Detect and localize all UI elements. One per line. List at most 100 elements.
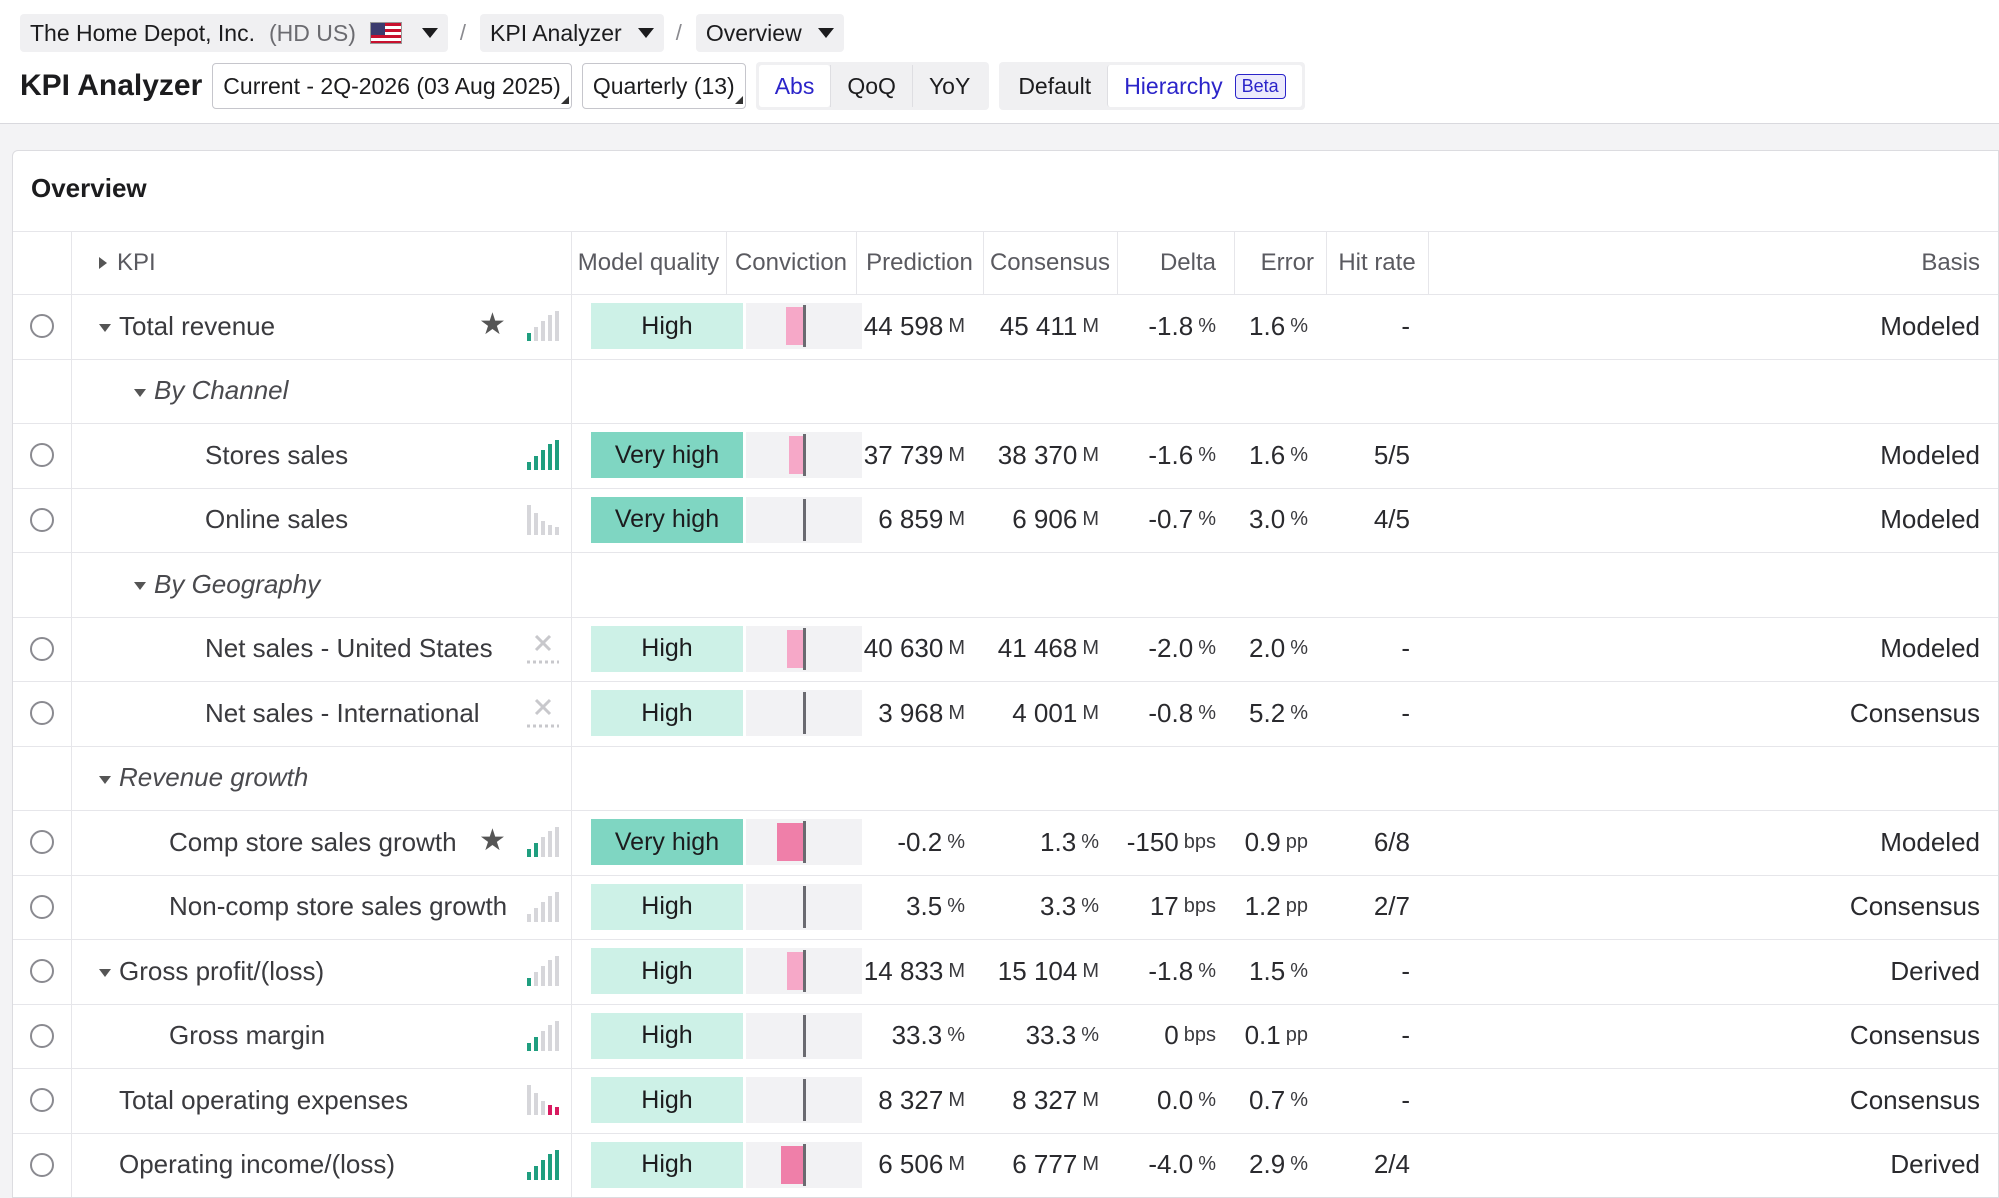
header-model-quality[interactable]: Model quality <box>577 248 720 276</box>
chevron-down-icon[interactable] <box>817 28 834 38</box>
prediction-cell-value: 6 859 <box>878 504 944 534</box>
delta-cell-unit: % <box>1198 637 1216 659</box>
header-prediction[interactable]: Prediction <box>866 248 973 276</box>
row-select-radio[interactable] <box>30 1152 54 1177</box>
delta-cell: -1.8% <box>1117 939 1216 1003</box>
row-select-radio[interactable] <box>30 1088 54 1113</box>
mode-abs-button[interactable]: Abs <box>758 65 831 107</box>
kpi-name[interactable]: Gross profit/(loss) <box>119 955 325 986</box>
signal-strength-icon <box>527 1085 563 1116</box>
hit-rate-cell: - <box>1326 1004 1410 1068</box>
row-divider <box>13 745 1998 747</box>
kpi-name[interactable]: Comp store sales growth <box>169 826 457 857</box>
kpi-name[interactable]: Total revenue <box>119 310 276 341</box>
view-toggle: Default Hierarchy Beta <box>999 62 1305 110</box>
error-cell-value: 1.6 <box>1249 439 1286 470</box>
hit-rate-cell: - <box>1326 617 1410 681</box>
kpi-name[interactable]: Operating income/(loss) <box>119 1149 395 1179</box>
consensus-cell: 8 327 M <box>983 1068 1099 1132</box>
delta-cell: 0.0% <box>1117 1068 1216 1132</box>
consensus-cell-unit: % <box>1081 1024 1099 1046</box>
frequency-select[interactable]: Quarterly (13) <box>581 63 746 109</box>
page-title: KPI Analyzer <box>20 69 203 102</box>
delta-cell-value: 0 <box>1164 1020 1179 1050</box>
prediction-cell: 44 598 M <box>856 294 965 358</box>
row-select-radio[interactable] <box>30 1023 54 1048</box>
delta-cell-unit: bps <box>1183 895 1216 917</box>
row-select-radio[interactable] <box>30 959 54 984</box>
row-divider <box>13 1068 1998 1069</box>
collapse-row-icon[interactable] <box>99 969 111 978</box>
model-quality-badge: High <box>591 1012 743 1059</box>
top-bar: The Home Depot, Inc. (HD US) / KPI Analy… <box>0 0 1999 124</box>
consensus-cell: 38 370 M <box>983 423 1099 487</box>
header-consensus[interactable]: Consensus <box>989 248 1111 276</box>
consensus-cell: 3.3% <box>983 875 1099 939</box>
row-divider <box>13 423 1998 424</box>
model-quality-badge: High <box>591 1141 743 1188</box>
column-divider <box>1326 231 1327 294</box>
conviction-gauge <box>746 432 862 479</box>
column-divider <box>1428 231 1429 294</box>
row-select-radio[interactable] <box>30 830 54 855</box>
conviction-gauge <box>746 496 862 543</box>
hit-rate-cell-value: - <box>1401 1084 1410 1115</box>
basis-cell-value: Derived <box>1890 955 1980 986</box>
star-icon[interactable]: ★ <box>479 824 506 858</box>
hit-rate-cell-value: - <box>1401 310 1410 341</box>
row-select-radio[interactable] <box>30 507 54 532</box>
error-cell: 2.9% <box>1234 1133 1308 1197</box>
error-cell-unit: % <box>1290 1088 1308 1111</box>
error-cell-value: 1.2 <box>1244 891 1281 921</box>
kpi-name[interactable]: Total operating expenses <box>119 1084 409 1115</box>
collapse-row-icon[interactable] <box>99 324 111 333</box>
row-select-radio[interactable] <box>30 443 54 468</box>
collapse-group-icon[interactable] <box>134 582 146 591</box>
row-select-radio[interactable] <box>30 636 54 661</box>
mode-yoy-button[interactable]: YoY <box>911 65 986 107</box>
kpi-name[interactable]: Non-comp store sales growth <box>169 891 508 921</box>
header-basis[interactable]: Basis <box>1921 248 1980 276</box>
error-cell-value: 3.0 <box>1249 504 1286 534</box>
collapse-group-icon[interactable] <box>99 775 111 784</box>
delta-cell: 17 bps <box>1117 875 1216 939</box>
hit-rate-cell: - <box>1326 681 1410 745</box>
hit-rate-cell-value: 5/5 <box>1373 439 1410 470</box>
star-icon[interactable]: ★ <box>479 308 506 342</box>
consensus-cell-unit: M <box>1082 314 1099 337</box>
view-default-button[interactable]: Default <box>1018 72 1092 99</box>
header-conviction[interactable]: Conviction <box>734 248 848 276</box>
kpi-name[interactable]: Stores sales <box>205 439 349 470</box>
error-cell-unit: pp <box>1285 895 1308 917</box>
module-selector[interactable]: KPI Analyzer <box>480 14 664 52</box>
view-hierarchy-button[interactable]: Hierarchy Beta <box>1107 65 1302 107</box>
chevron-down-icon[interactable] <box>421 28 438 38</box>
kpi-name[interactable]: Net sales - International <box>205 697 480 728</box>
kpi-name[interactable]: Gross margin <box>169 1020 326 1050</box>
view-selector[interactable]: Overview <box>695 14 844 52</box>
header-kpi[interactable]: KPI <box>117 248 156 276</box>
header-hit-rate[interactable]: Hit rate <box>1338 248 1416 276</box>
header-error[interactable]: Error <box>1260 248 1314 276</box>
row-select-radio[interactable] <box>30 894 54 919</box>
basis-cell-value: Modeled <box>1880 504 1980 534</box>
error-cell-value: 0.7 <box>1249 1084 1286 1115</box>
row-select-radio[interactable] <box>30 314 54 339</box>
company-selector[interactable]: The Home Depot, Inc. (HD US) <box>20 14 448 52</box>
hit-rate-cell-value: 2/7 <box>1373 891 1410 921</box>
kpi-name[interactable]: Online sales <box>205 504 349 534</box>
mode-qoq-button[interactable]: QoQ <box>830 65 912 107</box>
error-cell-value: 1.6 <box>1249 310 1286 341</box>
prediction-cell-unit: M <box>948 443 965 466</box>
expand-all-icon[interactable] <box>99 257 107 269</box>
row-select-radio[interactable] <box>30 701 54 726</box>
conviction-midline <box>803 627 806 670</box>
hit-rate-cell: 6/8 <box>1326 810 1410 874</box>
basis-cell: Modeled <box>1428 423 1980 487</box>
period-select[interactable]: Current - 2Q-2026 (03 Aug 2025) <box>212 63 572 109</box>
conviction-gauge <box>746 948 862 995</box>
header-delta[interactable]: Delta <box>1159 248 1216 276</box>
kpi-name[interactable]: Net sales - United States <box>205 633 493 663</box>
chevron-down-icon[interactable] <box>637 28 654 38</box>
collapse-group-icon[interactable] <box>134 388 146 397</box>
